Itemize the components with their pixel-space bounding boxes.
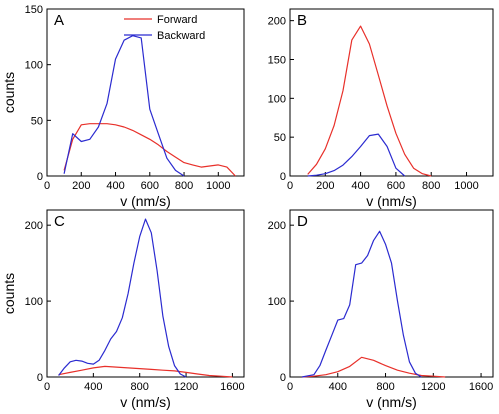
panel-a-x-tick-label: 400 — [106, 180, 124, 192]
panel-c-x-tick-label: 0 — [44, 381, 50, 393]
panel-a-series-forward-line — [63, 123, 236, 177]
panel-d-y-tick-label: 200 — [268, 220, 286, 232]
panel-b-letter: B — [297, 12, 307, 29]
panel-a-x-tick-label: 200 — [72, 180, 90, 192]
panel-c-x-tick-label: 1200 — [174, 381, 198, 393]
panel-b-y-tick-label: 50 — [274, 132, 286, 144]
panel-a-frame — [46, 8, 245, 177]
panel-b-series-backward-line — [307, 133, 406, 177]
panel-d-x-tick-label: 400 — [329, 381, 347, 393]
legend: Forward Backward — [124, 14, 205, 42]
panel-a-x-tick-label: 600 — [141, 180, 159, 192]
panel-c-x-tick-label: 1600 — [220, 381, 244, 393]
panel-c-x-axis-label: v (nm/s) — [120, 394, 171, 410]
panel-b-x-tick-label: 0 — [287, 180, 293, 192]
panel-c-x-tick-label: 800 — [131, 381, 149, 393]
panel-d: 0 400 800 1200 1600 0 100 200 v (nm/s) D — [268, 209, 494, 410]
panel-c-series-backward-line — [58, 218, 187, 378]
panel-d-x-tick-label: 1600 — [469, 381, 493, 393]
panel-b-y-tick-label: 100 — [268, 93, 286, 105]
panel-b-x-tick-label: 600 — [387, 180, 405, 192]
panel-a-y-tick-label: 50 — [31, 115, 43, 127]
panel-a-x-tick-label: 800 — [175, 180, 193, 192]
panel-c-frame — [46, 209, 245, 378]
panel-a-x-tick-label: 1000 — [206, 180, 230, 192]
panel-c-letter: C — [54, 213, 65, 230]
panel-d-series-backward-line — [301, 230, 422, 378]
panel-b-y-tick-label: 150 — [268, 54, 286, 66]
panel-b: 0 200 400 600 800 1000 0 50 100 150 200 v (nm/s) B — [268, 8, 494, 209]
panel-b-x-tick-label: 800 — [422, 180, 440, 192]
panel-a-series-backward-line — [63, 35, 185, 177]
panel-b-x-tick-label: 200 — [316, 180, 334, 192]
panel-c-y-axis-label: counts — [1, 273, 17, 314]
panel-d-y-tick-label: 0 — [280, 372, 286, 384]
panel-d-x-axis-label: v (nm/s) — [366, 394, 417, 410]
panel-c-y-tick-label: 200 — [25, 220, 43, 232]
panel-a-x-axis-label: v (nm/s) — [120, 193, 171, 209]
panel-a-letter: A — [54, 12, 64, 29]
panel-b-frame — [289, 8, 494, 177]
panel-c-series-forward-line — [58, 365, 233, 378]
panel-a-x-tick-label: 0 — [44, 180, 50, 192]
panel-c: 0 400 800 1200 1600 0 100 200 v (nm/s) counts C — [1, 209, 245, 410]
panel-d-y-tick-label: 100 — [268, 296, 286, 308]
panel-a-y-tick-label: 150 — [25, 4, 43, 16]
panel-d-series-forward-line — [301, 356, 446, 378]
legend-label-backward: Backward — [157, 30, 205, 42]
panel-a: 0 200 400 600 800 1000 0 50 100 150 v (nm/s) counts… — [1, 4, 245, 209]
panel-b-y-tick-label: 200 — [268, 16, 286, 28]
panel-c-x-tick-label: 400 — [84, 381, 102, 393]
panel-a-y-axis-label: counts — [1, 72, 17, 113]
panel-d-frame — [289, 209, 494, 378]
panel-b-y-tick-label: 0 — [280, 171, 286, 183]
panel-b-x-axis-label: v (nm/s) — [366, 193, 417, 209]
panel-b-x-tick-label: 1000 — [454, 180, 478, 192]
panel-a-y-tick-label: 100 — [25, 60, 43, 72]
panel-b-series-forward-line — [307, 25, 432, 177]
panel-d-letter: D — [297, 213, 308, 230]
legend-label-forward: Forward — [157, 14, 197, 26]
panel-c-y-tick-label: 100 — [25, 296, 43, 308]
panel-c-y-tick-label: 0 — [37, 372, 43, 384]
panel-a-y-tick-label: 0 — [37, 171, 43, 183]
panel-d-x-tick-label: 1200 — [421, 381, 445, 393]
panel-d-x-tick-label: 800 — [376, 381, 394, 393]
panel-d-x-tick-label: 0 — [287, 381, 293, 393]
panel-b-x-tick-label: 400 — [351, 180, 369, 192]
